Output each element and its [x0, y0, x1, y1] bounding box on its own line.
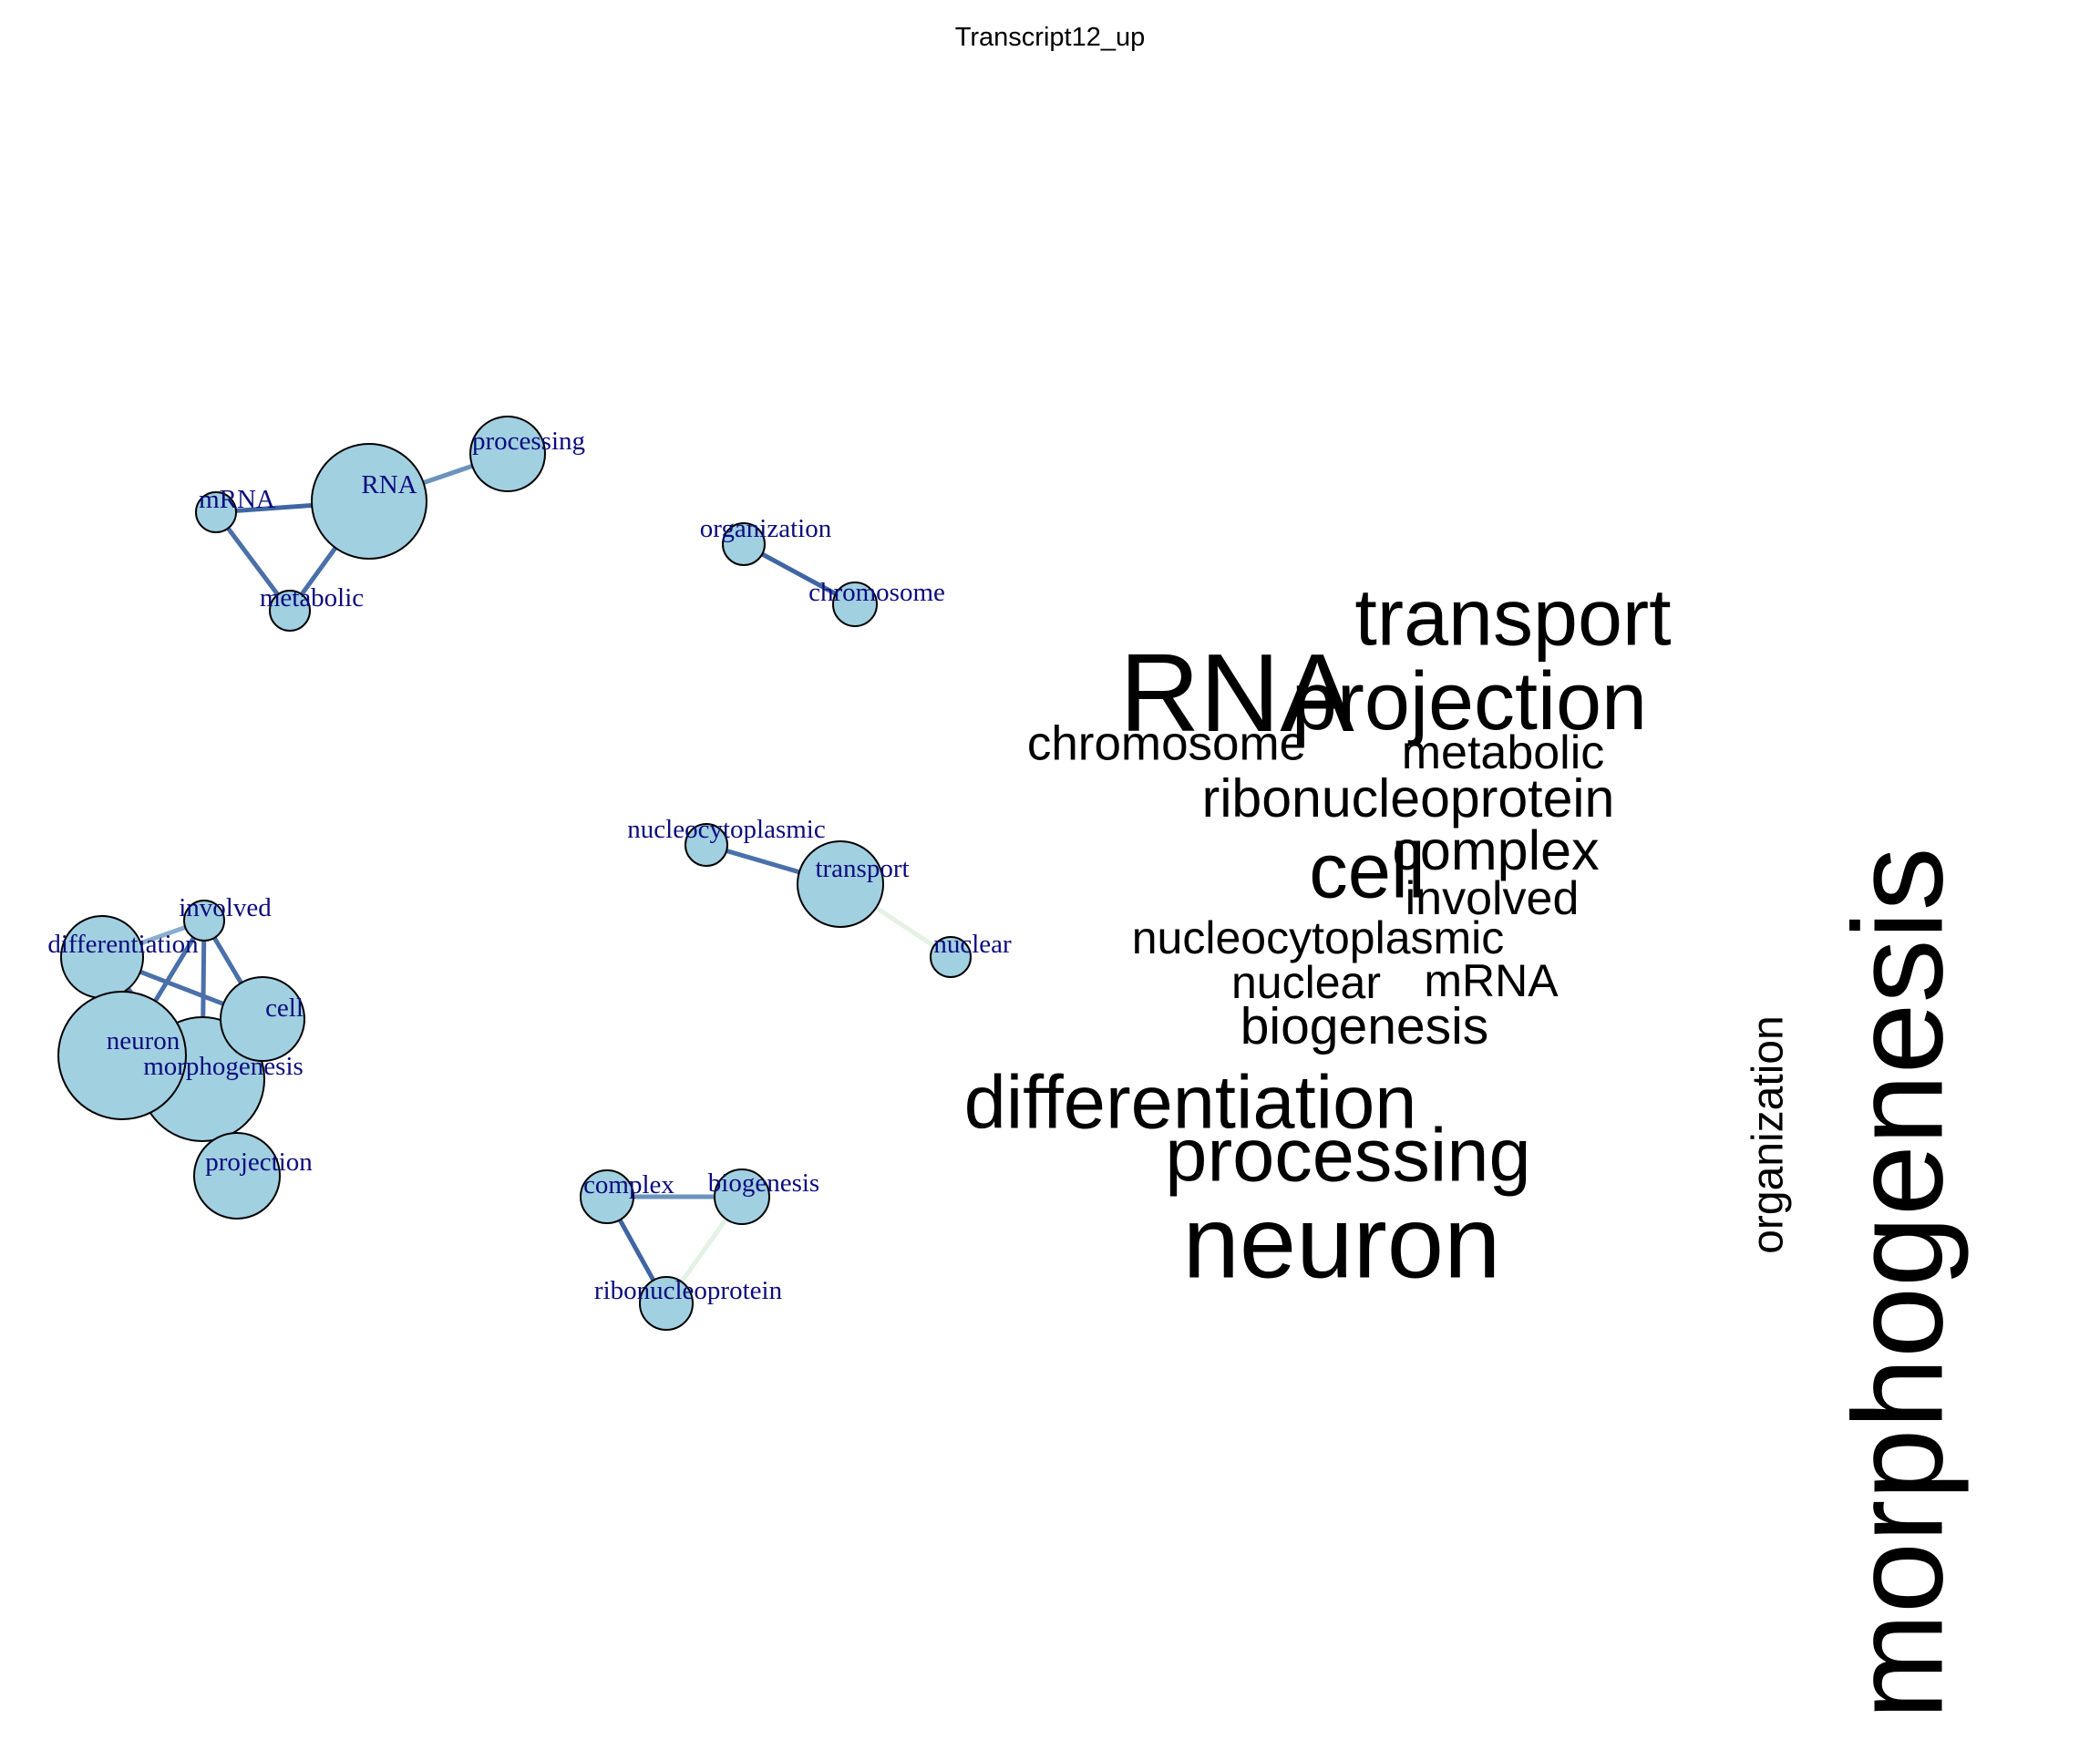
- node-label-processing: processing: [472, 427, 585, 456]
- cloud-word-differentiation: differentiation: [964, 1060, 1417, 1145]
- node-label-biogenesis: biogenesis: [708, 1168, 819, 1198]
- node-label-complex: complex: [583, 1170, 674, 1199]
- cloud-word-rna: RNA: [1119, 631, 1354, 755]
- node-mrna: [195, 491, 237, 533]
- cloud-word-processing: processing: [1165, 1113, 1530, 1198]
- node-nuclear: [930, 936, 972, 978]
- node-metabolic: [269, 590, 311, 632]
- node-nucleocytoplasmic: [685, 823, 728, 867]
- cloud-word-mrna: mRNA: [1424, 955, 1559, 1006]
- cloud-word-transport: transport: [1354, 572, 1671, 663]
- word-cloud: morphogenesis transportRNAprojectionchrom…: [964, 572, 1970, 1720]
- node-label-neuron: neuron: [107, 1026, 180, 1055]
- node-rna: [311, 443, 427, 560]
- node-label-mrna: mRNA: [199, 485, 275, 514]
- node-label-involved: involved: [179, 893, 272, 922]
- node-label-transport: transport: [815, 854, 909, 883]
- cloud-word-nucleocytoplasmic: nucleocytoplasmic: [1132, 912, 1505, 963]
- node-label-metabolic: metabolic: [260, 583, 364, 612]
- node-transport: [797, 840, 884, 928]
- cloud-word-biogenesis: biogenesis: [1240, 997, 1489, 1055]
- cloud-word-nuclear: nuclear: [1231, 957, 1381, 1008]
- node-neuron: [57, 991, 187, 1120]
- cloud-word-morphogenesis: morphogenesis: [1827, 847, 1970, 1719]
- cloud-word-metabolic: metabolic: [1402, 726, 1605, 779]
- cloud-word-complex: complex: [1392, 819, 1599, 881]
- node-processing: [469, 416, 546, 492]
- node-label-morphogenesis: morphogenesis: [143, 1052, 304, 1081]
- network-labels: RNA processing mRNA metabolic organization ch…: [47, 427, 1012, 1305]
- figure-title: Transcript12_up: [955, 23, 1145, 52]
- cloud-word-organization: organization: [1745, 1015, 1793, 1254]
- node-label-chromosome: chromosome: [808, 578, 945, 607]
- cloud-word-cell: cell: [1309, 829, 1426, 915]
- node-organization: [722, 522, 766, 566]
- cloud-word-ribonucleoprotein: ribonucleoprotein: [1202, 768, 1615, 829]
- node-involved: [183, 900, 225, 942]
- node-chromosome: [832, 582, 878, 627]
- node-projection: [193, 1132, 281, 1220]
- network-nodes: [57, 416, 972, 1331]
- node-biogenesis: [714, 1168, 770, 1225]
- node-label-cell: cell: [265, 993, 304, 1023]
- node-cell: [220, 976, 305, 1062]
- node-label-projection: projection: [205, 1148, 313, 1177]
- cloud-word-involved: involved: [1405, 872, 1580, 925]
- node-label-ribonucleoprotein: ribonucleoprotein: [594, 1276, 783, 1305]
- cloud-word-chromosome: chromosome: [1027, 717, 1306, 771]
- node-label-nucleocytoplasmic: nucleocytoplasmic: [627, 815, 825, 844]
- node-ribonucleoprotein: [639, 1276, 694, 1331]
- cloud-word-neuron: neuron: [1183, 1186, 1501, 1300]
- node-label-nuclear: nuclear: [933, 930, 1012, 959]
- node-label-rna: RNA: [361, 470, 417, 499]
- node-complex: [580, 1169, 634, 1224]
- node-label-organization: organization: [700, 514, 832, 543]
- node-label-differentiation: differentiation: [47, 930, 199, 959]
- cloud-word-projection: projection: [1292, 656, 1647, 747]
